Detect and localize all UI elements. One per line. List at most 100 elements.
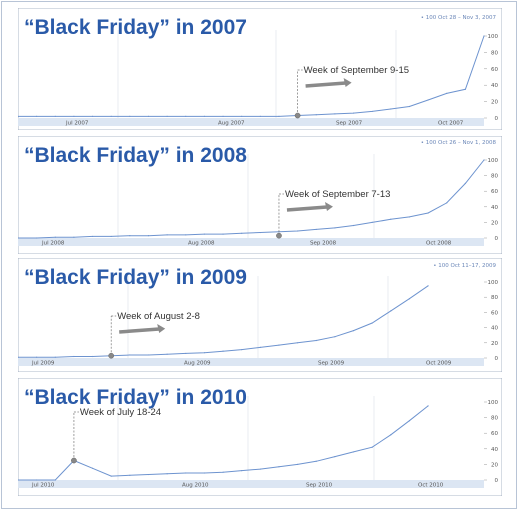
chart-panel-2007: Jul 2007 Aug 2007 Sep 2007 Oct 2007 100 80 60 4…: [18, 8, 502, 130]
data-point: [222, 350, 224, 352]
data-point: [110, 115, 112, 117]
data-point: [18, 356, 19, 358]
data-point: [464, 182, 466, 184]
data-point: [352, 224, 355, 227]
data-point: [427, 285, 429, 287]
x-tick-label: Aug 2009: [184, 361, 211, 367]
chart-background: [18, 136, 502, 254]
data-point: [464, 88, 466, 90]
data-point: [73, 115, 75, 117]
data-point: [36, 115, 38, 117]
x-tick-label: Oct 2007: [438, 121, 464, 127]
data-point: [278, 344, 280, 346]
data-point: [352, 330, 355, 332]
x-axis-band: [18, 238, 484, 246]
trend-arrow-shaft: [119, 327, 160, 334]
y-tick-label: 20: [491, 220, 498, 226]
legend-entry: • 100 Oct 11–17, 2009: [433, 263, 496, 269]
data-point: [371, 110, 373, 113]
data-point: [73, 355, 75, 358]
data-point: [166, 473, 168, 475]
data-point: [408, 216, 411, 218]
data-point: [334, 456, 336, 458]
data-point: [166, 234, 168, 236]
data-point: [241, 349, 243, 351]
annotation-marker: [108, 352, 115, 359]
x-tick-label: Oct 2010: [418, 483, 444, 489]
y-tick-label: 20: [491, 100, 498, 106]
data-point: [390, 310, 392, 312]
y-tick-label: 60: [491, 67, 498, 73]
data-point: [297, 342, 299, 344]
data-point: [222, 115, 224, 117]
y-tick-label: 40: [491, 205, 498, 211]
data-point: [185, 472, 187, 474]
y-tick-label: 80: [491, 174, 498, 180]
trend-arrow-shaft: [305, 81, 346, 88]
annotation-label: Week of July 18-24: [80, 407, 161, 418]
data-point: [371, 221, 373, 223]
y-tick-label: 100: [488, 280, 499, 286]
y-tick-label: 40: [491, 447, 498, 453]
series-line: [18, 159, 485, 239]
data-point: [203, 352, 205, 354]
data-point: [147, 473, 150, 476]
data-point: [334, 113, 336, 115]
data-point: [185, 352, 187, 355]
data-point: [18, 237, 19, 239]
data-point: [315, 339, 317, 342]
y-tick-label: 100: [488, 158, 499, 164]
data-point: [36, 356, 38, 358]
y-tick-label: 80: [491, 50, 498, 56]
chart-title: “Black Friday” in 2009: [24, 266, 247, 289]
data-point: [408, 420, 411, 422]
chart-panel-2009: Jul 2009 Aug 2009 Sep 2009 Oct 2009 100 80 60 4…: [18, 258, 502, 372]
chart-background: [18, 378, 502, 496]
chart-panel-2010: Jul 2010 Aug 2010 Sep 2010 Oct 2010 100 80 60 4…: [18, 378, 502, 496]
data-point: [483, 35, 485, 37]
data-point: [129, 235, 131, 237]
y-tick-label: 0: [495, 236, 499, 242]
data-point: [185, 234, 187, 236]
data-point: [147, 354, 150, 356]
data-point: [18, 115, 19, 117]
data-point: [166, 353, 168, 355]
y-tick-label: 60: [491, 189, 498, 195]
chart-2010: Jul 2010 Aug 2010 Sep 2010 Oct 2010 100 80 60 4…: [18, 378, 502, 496]
data-point: [259, 346, 261, 348]
data-point: [371, 322, 373, 324]
data-point: [54, 236, 56, 238]
x-tick-label: Oct 2009: [426, 361, 452, 367]
x-tick-label: Aug 2010: [182, 483, 209, 489]
chart-title: “Black Friday” in 2008: [24, 144, 247, 167]
data-point: [390, 108, 392, 110]
trend-arrow-head: [343, 78, 352, 87]
x-tick-label: Sep 2009: [318, 361, 345, 367]
data-point: [241, 470, 243, 472]
data-point: [446, 92, 448, 94]
x-axis-band: [18, 118, 484, 126]
y-tick-label: 40: [491, 326, 498, 332]
y-tick-label: 0: [495, 116, 499, 122]
data-point: [315, 460, 317, 462]
x-tick-label: Sep 2008: [310, 241, 337, 247]
series-line: [18, 35, 485, 117]
data-point: [147, 115, 150, 117]
data-point: [203, 233, 205, 235]
data-point: [110, 235, 112, 238]
data-point: [166, 115, 168, 117]
data-point: [390, 434, 392, 436]
data-point: [334, 336, 336, 338]
y-tick-label: 40: [491, 83, 498, 89]
chart-2008: Jul 2008 Aug 2008 Sep 2008 Oct 2008 100 80 60 4…: [18, 136, 502, 254]
data-point: [241, 115, 243, 117]
data-point: [259, 231, 261, 234]
data-point: [352, 112, 355, 114]
y-tick-label: 20: [491, 341, 498, 347]
data-point: [297, 463, 299, 465]
data-point: [334, 227, 336, 229]
data-point: [446, 202, 448, 204]
x-tick-label: Oct 2008: [426, 241, 452, 247]
y-tick-label: 100: [488, 400, 499, 406]
y-tick-label: 80: [491, 416, 498, 422]
